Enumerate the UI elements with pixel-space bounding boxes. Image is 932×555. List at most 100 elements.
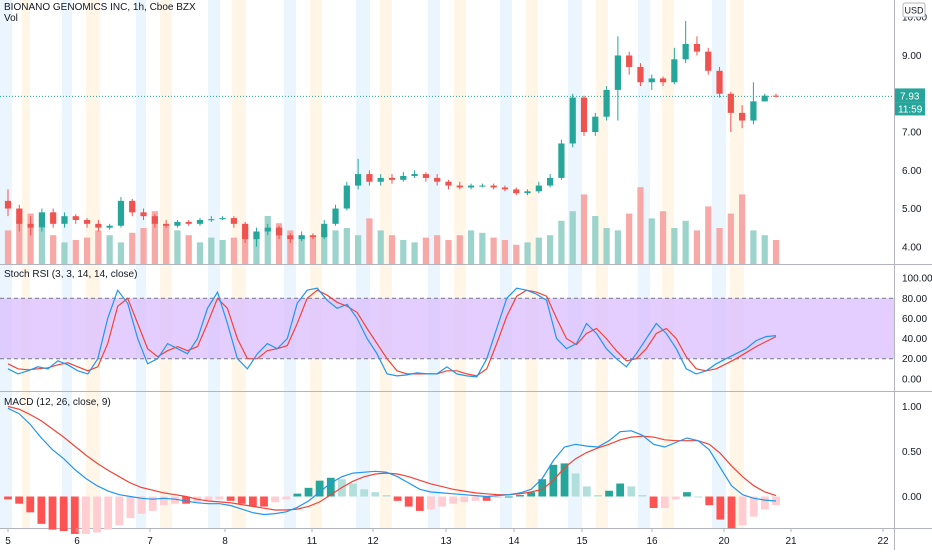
time-tick-label: 5 <box>5 536 11 547</box>
macd-histogram-bar <box>493 496 502 498</box>
candle-body <box>208 219 215 221</box>
macd-histogram-bar <box>237 496 246 504</box>
volume-bar <box>456 235 463 264</box>
macd-histogram-bar <box>360 489 369 497</box>
candle-body <box>83 220 91 224</box>
macd-histogram-bar <box>4 496 12 500</box>
volume-bar <box>614 230 621 264</box>
macd-histogram-bar <box>37 496 46 524</box>
volume-bar <box>445 240 452 264</box>
candle-body <box>287 235 294 240</box>
time-tick-label: 22 <box>877 536 889 547</box>
time-tick-label: 6 <box>74 536 80 547</box>
volume-bar <box>411 242 418 264</box>
macd-histogram-bar <box>694 496 702 498</box>
volume-label: Vol <box>4 13 18 24</box>
volume-bar <box>27 213 34 264</box>
stoch-rsi-legend[interactable]: Stoch RSI (3, 3, 14, 14, close) <box>4 269 137 280</box>
candle-body <box>321 223 328 238</box>
candle-body <box>309 235 317 238</box>
candle-body <box>377 177 384 182</box>
macd-tick-label: 0.00 <box>902 492 922 503</box>
candle-body <box>603 89 610 117</box>
macd-histogram-bar <box>649 496 658 509</box>
last-price-badge <box>895 88 925 103</box>
volume-bar <box>558 220 565 264</box>
macd-histogram-bar <box>716 496 725 520</box>
stoch-tick-label: 40.00 <box>902 334 927 345</box>
volume-bar <box>196 242 204 264</box>
macd-histogram-bar <box>427 496 435 510</box>
candle-body <box>637 66 644 83</box>
volume-bar <box>16 220 23 264</box>
candle-body <box>196 220 204 224</box>
macd-histogram-bar <box>605 490 613 497</box>
symbol-legend[interactable]: BIONANO GENOMICS INC, 1h, Cboe BZX Vol <box>4 2 196 24</box>
candle-body <box>230 218 237 224</box>
volume-bar <box>151 211 158 264</box>
volume-bar <box>648 218 655 264</box>
candle-body <box>16 208 23 224</box>
macd-legend[interactable]: MACD (12, 26, close, 9) <box>4 397 111 408</box>
volume-bar <box>547 235 554 264</box>
stoch-tick-label: 0.00 <box>902 374 922 385</box>
volume-bar <box>524 242 531 264</box>
candle-body <box>332 208 339 224</box>
volume-bar <box>309 237 317 264</box>
volume-bar <box>332 230 339 264</box>
candle-body <box>558 143 565 178</box>
price-tick-label: 7.00 <box>902 128 922 139</box>
candle-body <box>400 176 407 180</box>
stoch-d-line <box>7 289 777 377</box>
macd-histogram-bar <box>727 496 736 529</box>
candle-body <box>750 101 757 121</box>
candle-body <box>355 174 362 186</box>
time-tick-label: 20 <box>718 536 730 547</box>
macd-histogram-bar <box>70 496 79 534</box>
macd-histogram-bar <box>705 496 714 506</box>
volume-bar <box>230 237 237 264</box>
candle-body <box>185 221 192 224</box>
stoch-k-line <box>7 287 777 378</box>
macd-tick-label: 0.50 <box>902 447 922 458</box>
candle-body <box>761 95 768 102</box>
macd-histogram-bar <box>159 496 168 506</box>
candle-body <box>569 97 576 144</box>
volume-bar <box>467 230 475 264</box>
macd-histogram-bar <box>349 483 357 497</box>
candle-body <box>705 51 712 71</box>
candle-body <box>411 174 418 176</box>
macd-histogram-bar <box>638 495 647 497</box>
volume-bar <box>705 206 712 264</box>
macd-histogram-bar <box>59 496 68 532</box>
candle-body <box>434 177 441 182</box>
candle-body <box>513 189 520 194</box>
macd-tick-label: 1.00 <box>902 402 922 413</box>
macd-histogram-bar <box>171 496 179 504</box>
volume-bar <box>501 240 509 264</box>
volume-bar <box>727 213 734 264</box>
macd-histogram-bar <box>571 473 580 497</box>
currency-badge <box>902 2 926 18</box>
candle-body <box>479 185 486 187</box>
macd-histogram-bar <box>594 495 602 497</box>
time-tick-label: 16 <box>646 536 658 547</box>
volume-bar <box>298 235 305 264</box>
macd-histogram-bar <box>315 480 324 497</box>
stoch-tick-label: 80.00 <box>902 294 927 305</box>
price-tick-label: 4.00 <box>902 242 922 253</box>
macd-histogram-bar <box>93 496 101 533</box>
symbol-title: BIONANO GENOMICS INC, 1h, Cboe BZX <box>4 2 196 13</box>
candle-body <box>626 55 633 67</box>
candle-body <box>298 235 305 240</box>
candle-body <box>445 181 452 186</box>
time-tick-label: 21 <box>785 536 797 547</box>
time-tick-label: 11 <box>307 536 318 547</box>
time-tick-label: 12 <box>367 536 379 547</box>
candle-body <box>648 78 655 83</box>
volume-bar <box>569 211 576 264</box>
volume-bar <box>592 216 599 264</box>
time-tick-label: 7 <box>147 536 153 547</box>
